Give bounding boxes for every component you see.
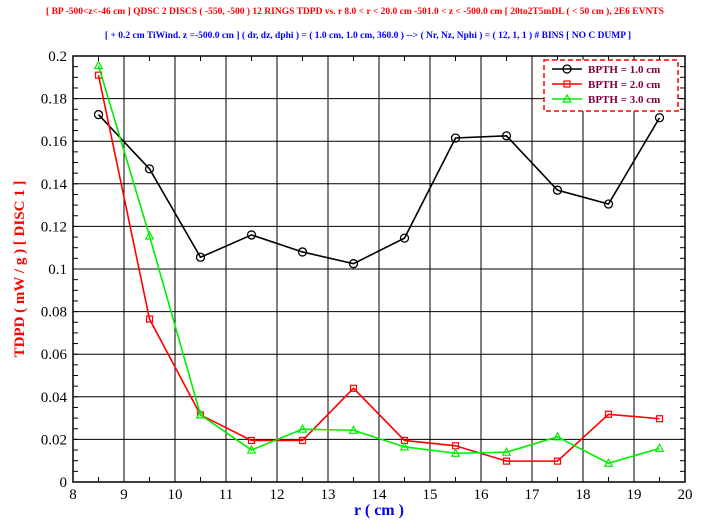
x-tick-label: 12 <box>270 487 285 503</box>
series-2-point <box>553 457 562 465</box>
series-3-point <box>93 60 104 70</box>
y-tick-label: 0.14 <box>41 177 68 193</box>
series-3-point <box>297 423 308 433</box>
x-tick-label: 13 <box>321 487 336 503</box>
series-1-point <box>246 230 257 240</box>
series-1-point <box>654 113 665 123</box>
x-tick-label: 10 <box>168 487 183 503</box>
series-3-point <box>399 441 410 451</box>
y-tick-label: 0 <box>60 475 68 491</box>
y-tick-label: 0.04 <box>41 390 68 406</box>
series-1-point <box>501 131 512 141</box>
series-layer <box>93 60 665 467</box>
y-tick-label: 0.16 <box>41 134 68 150</box>
legend-item-2: BPTH = 2.0 cm <box>552 79 660 91</box>
series-3-point <box>144 230 155 240</box>
x-tick-label: 17 <box>525 487 541 503</box>
x-tick-label: 20 <box>678 487 693 503</box>
series-3-point <box>654 443 665 452</box>
series-1-point <box>297 247 308 257</box>
series-3-point <box>195 409 206 419</box>
series-2-point <box>145 315 154 323</box>
legend-marker <box>562 64 572 74</box>
series-2-point <box>502 457 511 465</box>
legend-label: BPTH = 3.0 cm <box>588 94 660 106</box>
series-3-point <box>501 446 512 456</box>
series-3 <box>93 60 665 467</box>
y-tick-label: 0.02 <box>41 432 67 448</box>
series-3-point <box>246 444 257 454</box>
y-tick-label: 0.1 <box>48 262 67 278</box>
series-2-point <box>247 436 256 445</box>
series-3-line <box>97 65 660 465</box>
series-3-point <box>450 447 461 457</box>
y-tick-label: 0.12 <box>41 219 67 235</box>
legend-label: BPTH = 2.0 cm <box>588 79 660 91</box>
series-3-point <box>603 457 614 467</box>
x-tick-label: 18 <box>576 487 591 503</box>
series-2-point <box>349 384 358 392</box>
x-tick-label: 8 <box>69 487 77 503</box>
y-axis-label: TDPD ( mW / g ) [ DISC 1 ] <box>12 181 28 358</box>
series-2-point <box>655 415 664 423</box>
x-tick-label: 9 <box>120 487 128 503</box>
legend: BPTH = 1.0 cm BPTH = 2.0 cm BPTH = 3.0 cm <box>543 59 679 112</box>
x-tick-label: 16 <box>474 487 490 503</box>
y-tick-label: 0.18 <box>41 92 67 108</box>
series-1-point <box>552 185 563 195</box>
x-axis-label: r ( cm ) <box>354 502 404 519</box>
legend-label: BPTH = 1.0 cm <box>588 64 660 76</box>
series-3-point <box>348 424 359 434</box>
series-1-point <box>450 133 461 143</box>
legend-marker <box>563 80 571 88</box>
legend-item-1: BPTH = 1.0 cm <box>552 64 660 76</box>
legend-marker <box>562 93 572 103</box>
series-1-point <box>93 109 104 120</box>
series-1-point <box>348 259 359 269</box>
series-1-point <box>144 164 155 174</box>
x-tick-label: 19 <box>627 487 642 503</box>
x-tick-label: 14 <box>372 487 388 503</box>
x-tick-label: 15 <box>423 487 438 503</box>
chart-subtitle: [ + 0.2 cm TiWind. z =-500.0 cm ] ( dr, … <box>105 30 631 41</box>
y-tick-label: 0.2 <box>48 49 67 65</box>
series-2-point <box>298 436 307 445</box>
x-tick-label: 11 <box>219 487 233 503</box>
y-tick-label: 0.06 <box>41 347 68 363</box>
series-1-point <box>603 199 614 209</box>
series-1-line <box>97 114 661 265</box>
series-2-line <box>97 75 660 462</box>
legend-item-3: BPTH = 3.0 cm <box>552 93 660 106</box>
grid <box>72 55 686 483</box>
series-3-point <box>552 431 563 441</box>
chart-title: [ BP -500<z<-46 cm ] QDSC 2 DISCS ( -550… <box>46 6 664 17</box>
series-1-point <box>195 252 206 262</box>
ticks: 8 9 10 11 12 13 14 15 16 17 18 19 20 0 0.02 0.04 0.06 0.0… <box>41 49 693 503</box>
series-2-point <box>604 410 613 418</box>
series-1 <box>93 109 665 269</box>
series-1-point <box>399 233 410 243</box>
y-tick-label: 0.08 <box>41 305 67 321</box>
